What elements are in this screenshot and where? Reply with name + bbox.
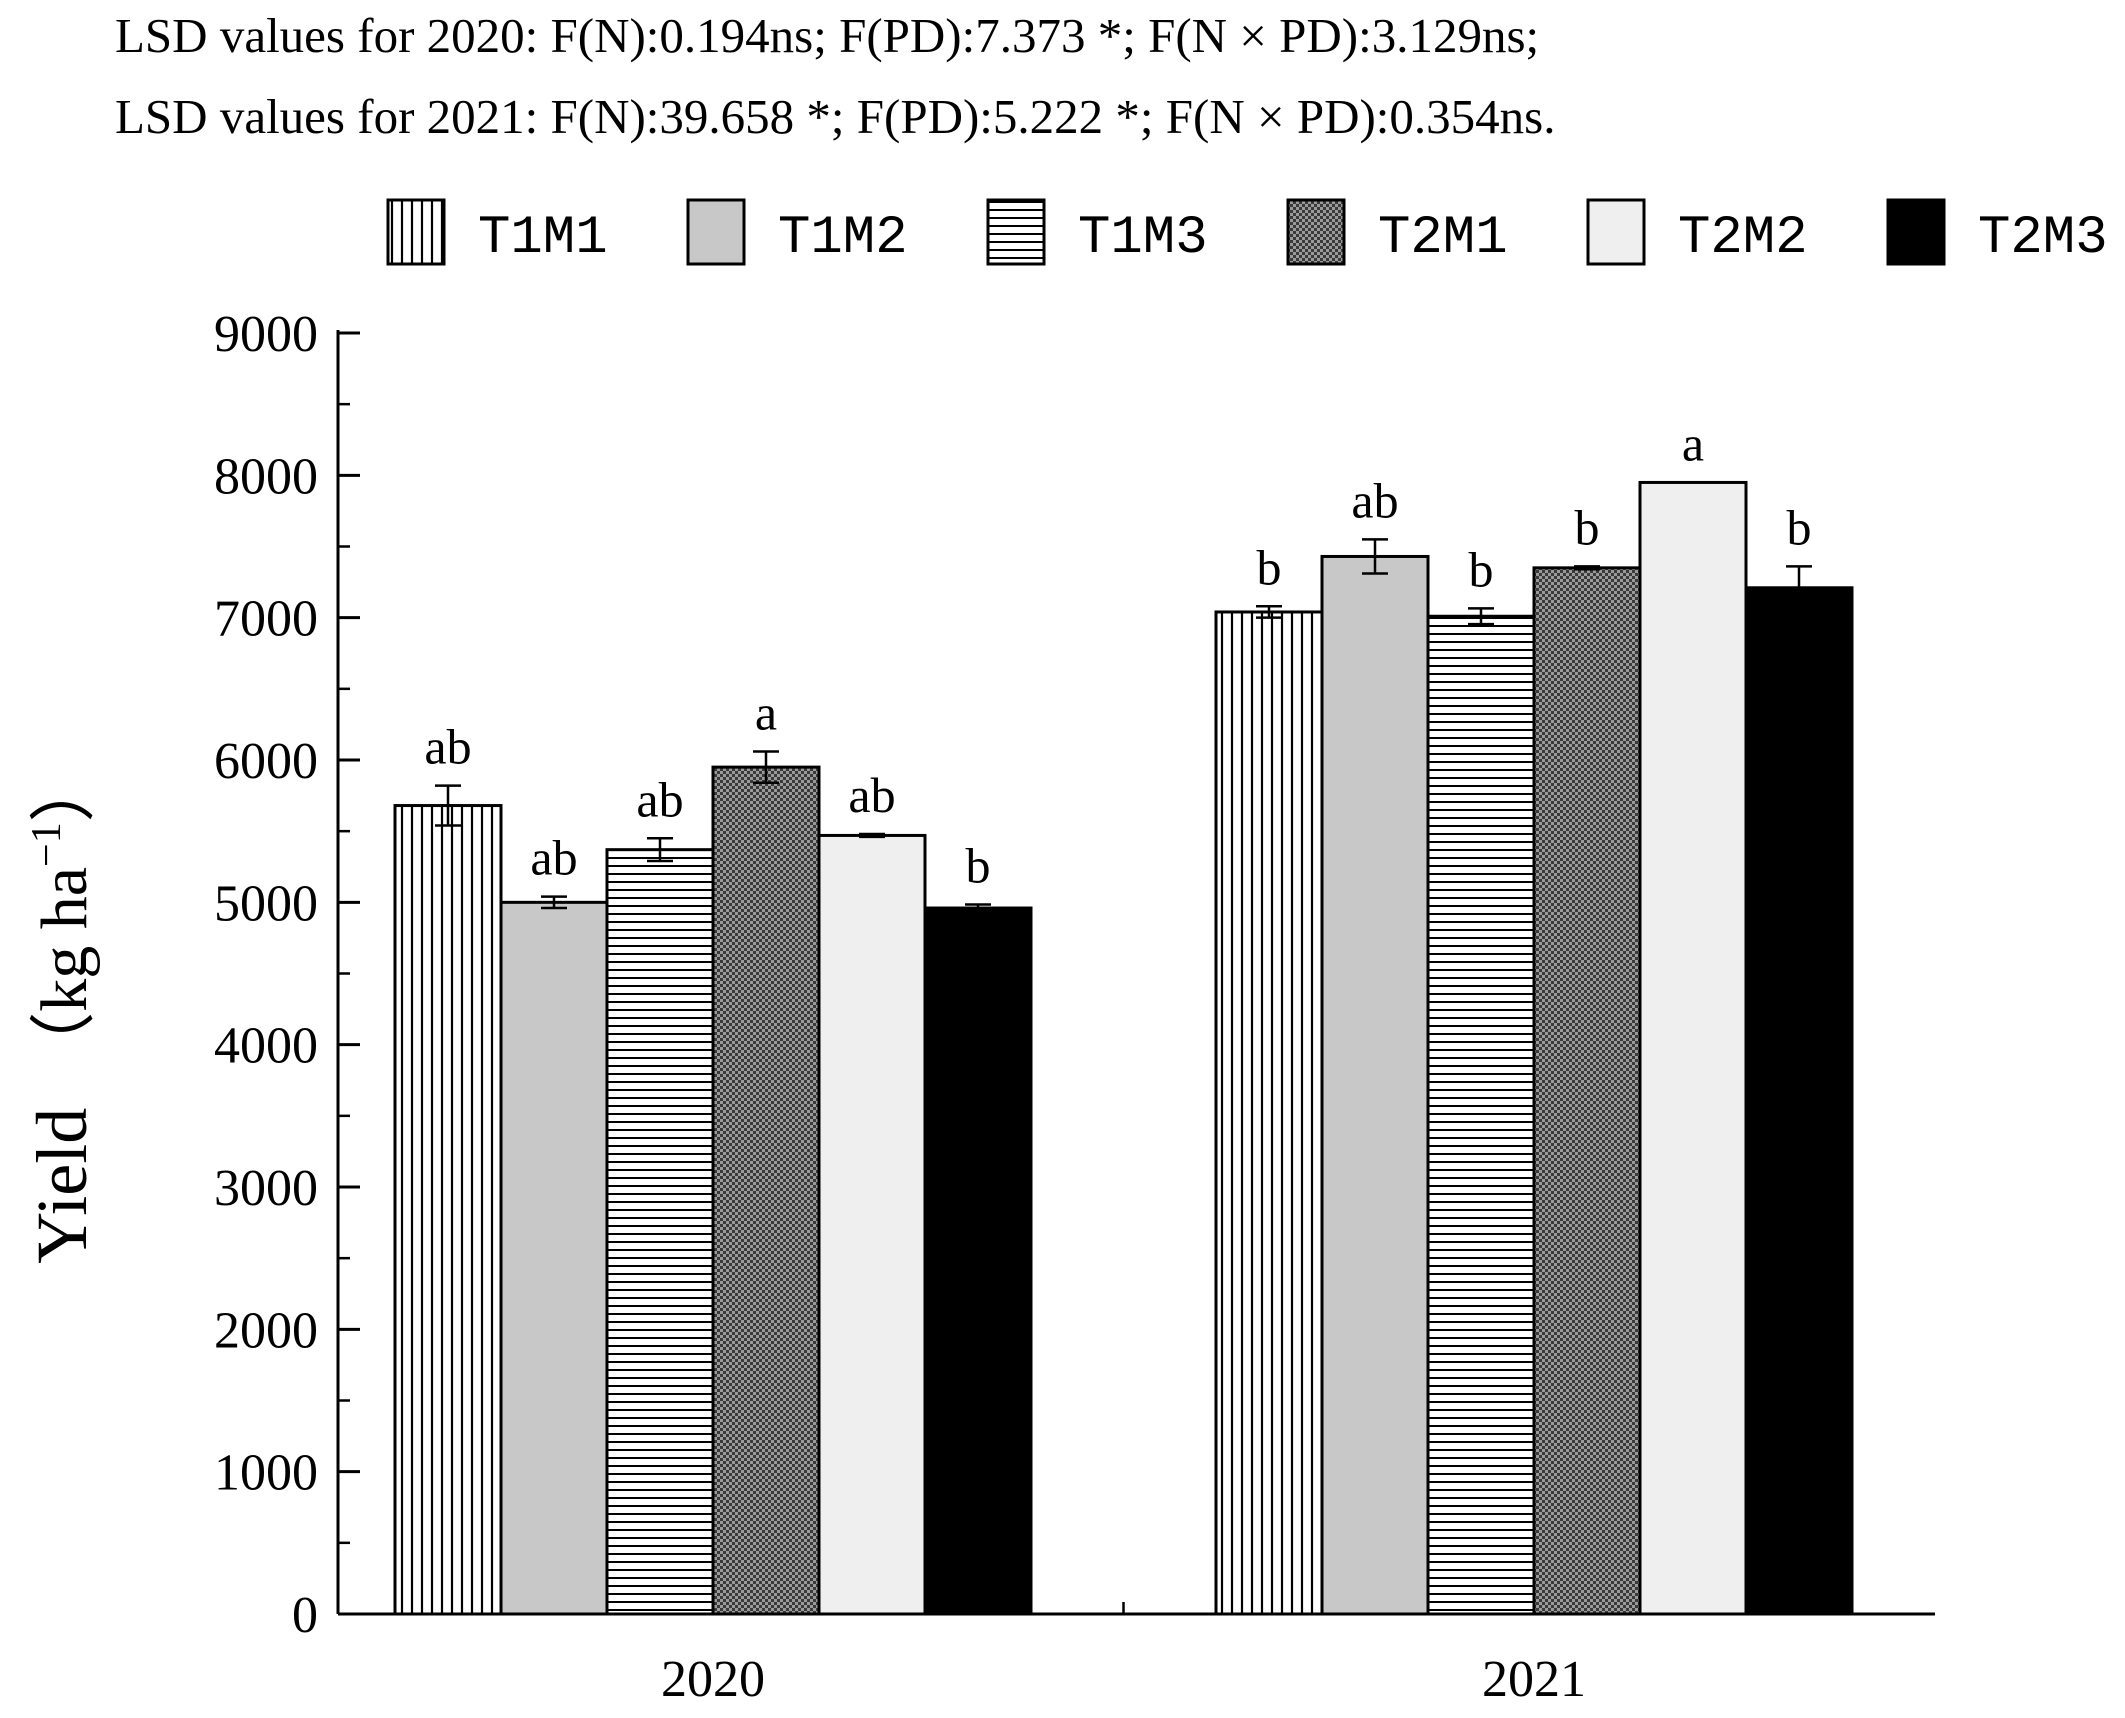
- legend-swatch-t1m2: [686, 198, 746, 266]
- legend-swatch-t2m2: [1586, 198, 1646, 266]
- legend-swatch-t1m3: [986, 198, 1046, 266]
- bar-t2m3-2020: [923, 906, 1033, 1616]
- legend-item-t1m3: T1M3: [986, 198, 1208, 269]
- x-tick-label-2021: 2021: [1482, 1651, 1586, 1708]
- y-axis-label-exponent: −1: [24, 822, 70, 867]
- y-tick-label: 5000: [214, 875, 318, 932]
- plot-area: 0 1000 2000 3000 4000 5000 6000 7000 8000 9000 202…: [214, 306, 1935, 1708]
- significance-letter-t2m1-2020: a: [755, 684, 777, 740]
- error-bar-t2m3-2021: [1786, 565, 1812, 611]
- bar-t1m3-2021: [1426, 614, 1536, 1616]
- legend-item-t2m2: T2M2: [1586, 198, 1808, 269]
- significance-letter-t2m1-2021: b: [1575, 499, 1600, 555]
- y-tick-label: 3000: [214, 1160, 318, 1217]
- legend-label-t1m3: T1M3: [1078, 208, 1208, 269]
- significance-letter-t1m2-2021: ab: [1351, 472, 1398, 528]
- error-bar-t2m2-2020: [859, 832, 885, 839]
- significance-letter-t2m2-2021: a: [1682, 415, 1704, 471]
- legend-label-t2m3: T2M3: [1978, 208, 2108, 269]
- y-tick-label: 4000: [214, 1018, 318, 1075]
- legend-item-t2m3: T2M3: [1886, 198, 2108, 269]
- error-bar-t1m3-2021: [1468, 607, 1494, 626]
- y-tick-label: 8000: [214, 448, 318, 505]
- legend-swatch-t2m3: [1886, 198, 1946, 266]
- significance-letter-t1m2-2020: ab: [530, 830, 577, 886]
- x-tick-label-2020: 2020: [661, 1651, 765, 1708]
- error-bar-t1m2-2021: [1362, 538, 1388, 575]
- legend-swatch-t1m1: [386, 198, 446, 266]
- y-tick-label: 9000: [214, 306, 318, 363]
- significance-letter-t2m3-2021: b: [1787, 499, 1812, 555]
- legend-label-t1m1: T1M1: [478, 208, 608, 269]
- error-bar-t1m1-2021: [1256, 605, 1282, 619]
- legend-item-t1m1: T1M1: [386, 198, 608, 269]
- error-bar-t2m1-2021: [1574, 565, 1600, 571]
- y-tick-label: 2000: [214, 1302, 318, 1359]
- error-bar-t2m1-2020: [753, 750, 779, 785]
- bar-t2m2-2020: [817, 833, 927, 1616]
- legend: T1M1 T1M2 T1M3 T2M1 T2M2 T2M3: [386, 198, 2108, 269]
- significance-letter-t2m2-2020: ab: [848, 767, 895, 823]
- y-tick-label: 7000: [214, 591, 318, 648]
- error-bar-t1m3-2020: [647, 837, 673, 863]
- error-bar-t1m2-2020: [541, 895, 567, 910]
- bar-t2m2-2021: [1638, 480, 1748, 1616]
- error-bar-t2m3-2020: [965, 903, 991, 913]
- bar-t2m3-2021: [1744, 586, 1854, 1616]
- legend-item-t1m2: T1M2: [686, 198, 908, 269]
- y-tick-label: 0: [292, 1587, 318, 1644]
- y-axis-label-close: ）: [28, 756, 101, 822]
- bar-t1m1-2020: [393, 804, 503, 1616]
- bar-t1m3-2020: [605, 848, 715, 1616]
- significance-letter-t2m3-2020: b: [966, 837, 991, 893]
- legend-label-t2m2: T2M2: [1678, 208, 1808, 269]
- legend-label-t1m2: T1M2: [778, 208, 908, 269]
- bar-t1m2-2021: [1320, 554, 1430, 1616]
- bar-t1m1-2021: [1214, 610, 1324, 1616]
- legend-label-t2m1: T2M1: [1378, 208, 1508, 269]
- significance-letter-t1m3-2021: b: [1469, 541, 1494, 597]
- lsd-annotation-2020: LSD values for 2020: F(N):0.194ns; F(PD)…: [115, 8, 1539, 63]
- significance-letter-t1m1-2021: b: [1257, 539, 1282, 595]
- significance-letter-t1m3-2020: ab: [636, 771, 683, 827]
- legend-item-t2m1: T2M1: [1286, 198, 1508, 269]
- y-axis-label-title: Yield: [22, 1108, 102, 1264]
- y-tick-label: 1000: [214, 1445, 318, 1502]
- y-axis-label-unit: （kg ha: [28, 867, 101, 1078]
- bar-t2m1-2021: [1532, 566, 1642, 1616]
- error-bar-t1m1-2020: [435, 784, 461, 827]
- y-axis-label: Yield （kg ha−1）: [22, 756, 102, 1263]
- lsd-annotation-2021: LSD values for 2021: F(N):39.658 *; F(PD…: [115, 89, 1555, 144]
- y-tick-label: 6000: [214, 733, 318, 790]
- bar-t1m2-2020: [499, 900, 609, 1616]
- significance-letter-t1m1-2020: ab: [424, 719, 471, 775]
- bar-t2m1-2020: [711, 765, 821, 1616]
- legend-swatch-t2m1: [1286, 198, 1346, 266]
